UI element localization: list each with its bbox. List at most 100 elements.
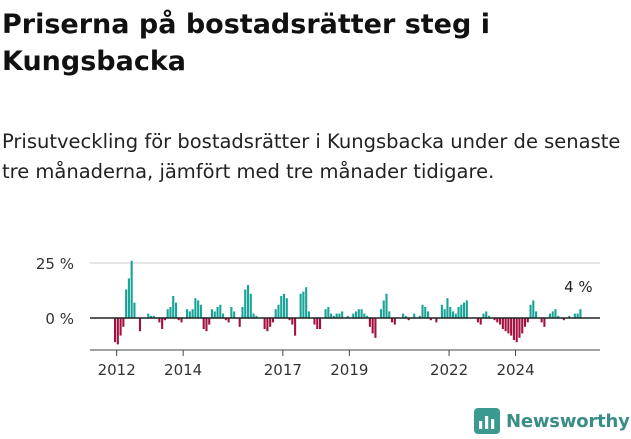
bar bbox=[316, 318, 319, 329]
bar bbox=[177, 318, 180, 321]
bar-chart-icon bbox=[474, 408, 500, 434]
bar bbox=[288, 318, 291, 321]
bars bbox=[114, 260, 582, 345]
x-tick-label: 2022 bbox=[430, 361, 468, 379]
bar bbox=[249, 293, 252, 318]
bar bbox=[150, 315, 153, 318]
bar bbox=[318, 318, 322, 329]
bar bbox=[341, 311, 344, 318]
bar bbox=[133, 302, 136, 318]
bar bbox=[271, 318, 274, 323]
bar bbox=[335, 313, 338, 318]
bar bbox=[446, 298, 449, 318]
bar bbox=[161, 318, 164, 329]
y-tick-label: 0 % bbox=[45, 310, 74, 328]
bar bbox=[252, 313, 255, 318]
bar bbox=[255, 315, 258, 318]
bar bbox=[463, 302, 466, 318]
bar bbox=[487, 315, 491, 318]
bar bbox=[138, 318, 142, 332]
bar bbox=[233, 311, 236, 318]
bar bbox=[114, 318, 117, 343]
bar bbox=[241, 307, 244, 318]
bar bbox=[230, 307, 233, 318]
bar bbox=[510, 318, 513, 336]
bar bbox=[507, 318, 510, 334]
bar bbox=[116, 318, 119, 345]
chart-subtitle: Prisutveckling för bostadsrätter i Kungs… bbox=[2, 130, 621, 183]
bar bbox=[476, 318, 479, 323]
bar bbox=[427, 311, 430, 318]
bar bbox=[526, 318, 529, 323]
bar bbox=[180, 318, 183, 323]
x-tick-label: 2014 bbox=[164, 361, 202, 379]
bar bbox=[266, 318, 269, 332]
bar bbox=[457, 307, 460, 318]
bar bbox=[246, 285, 250, 318]
bar bbox=[125, 289, 128, 318]
bar bbox=[360, 309, 363, 318]
bar bbox=[127, 278, 130, 318]
bar bbox=[440, 304, 443, 318]
bar bbox=[391, 318, 394, 323]
bar bbox=[532, 300, 535, 318]
bar bbox=[147, 313, 150, 318]
bar bbox=[238, 318, 241, 327]
bar bbox=[158, 318, 161, 323]
bar bbox=[205, 318, 208, 332]
bar bbox=[374, 318, 377, 338]
bar bbox=[454, 313, 457, 318]
bar bbox=[493, 318, 496, 321]
bar bbox=[379, 309, 383, 318]
bar bbox=[313, 318, 316, 325]
bar bbox=[407, 318, 410, 321]
bar bbox=[548, 313, 551, 318]
bar bbox=[122, 318, 125, 327]
x-tick-label: 2019 bbox=[330, 361, 368, 379]
bar bbox=[573, 313, 576, 318]
bar bbox=[277, 304, 280, 318]
bar bbox=[523, 318, 527, 327]
bar bbox=[213, 311, 216, 318]
bar bbox=[451, 311, 455, 318]
bar bbox=[357, 309, 360, 318]
bar bbox=[404, 315, 407, 318]
x-axis-ticks: 2012 2014 2017 2019 2022 2024 bbox=[90, 349, 600, 379]
bar bbox=[354, 311, 358, 318]
bar bbox=[421, 304, 424, 318]
bar bbox=[274, 309, 277, 318]
bar bbox=[199, 304, 202, 318]
bar bbox=[269, 318, 272, 327]
bar bbox=[535, 311, 538, 318]
bar bbox=[222, 313, 225, 318]
bar bbox=[363, 313, 366, 318]
bar bbox=[554, 309, 557, 318]
x-tick-label: 2024 bbox=[496, 361, 534, 379]
bar bbox=[294, 318, 297, 336]
bar bbox=[499, 318, 502, 325]
bar bbox=[402, 313, 405, 318]
chart-title: Priserna på bostadsrätter steg i Kungsba… bbox=[2, 9, 490, 77]
bar bbox=[169, 307, 172, 318]
bar bbox=[371, 318, 374, 334]
bar bbox=[366, 315, 369, 318]
bar bbox=[263, 318, 266, 329]
bar bbox=[568, 315, 571, 318]
bar bbox=[338, 313, 341, 318]
bar bbox=[551, 311, 554, 318]
y-tick-label: 25 % bbox=[36, 255, 74, 273]
bar bbox=[172, 296, 175, 318]
annotation: 4 % bbox=[564, 278, 593, 296]
bar bbox=[496, 318, 499, 323]
bar bbox=[152, 315, 155, 318]
bar bbox=[130, 260, 133, 318]
bar bbox=[504, 318, 507, 332]
bar bbox=[166, 309, 169, 318]
newsworthy-logo: Newsworthy bbox=[474, 406, 630, 436]
bar bbox=[188, 311, 191, 318]
bar bbox=[579, 309, 582, 318]
bar bbox=[413, 313, 416, 318]
bar bbox=[435, 318, 438, 323]
bar bbox=[208, 318, 211, 325]
bar bbox=[562, 318, 565, 321]
